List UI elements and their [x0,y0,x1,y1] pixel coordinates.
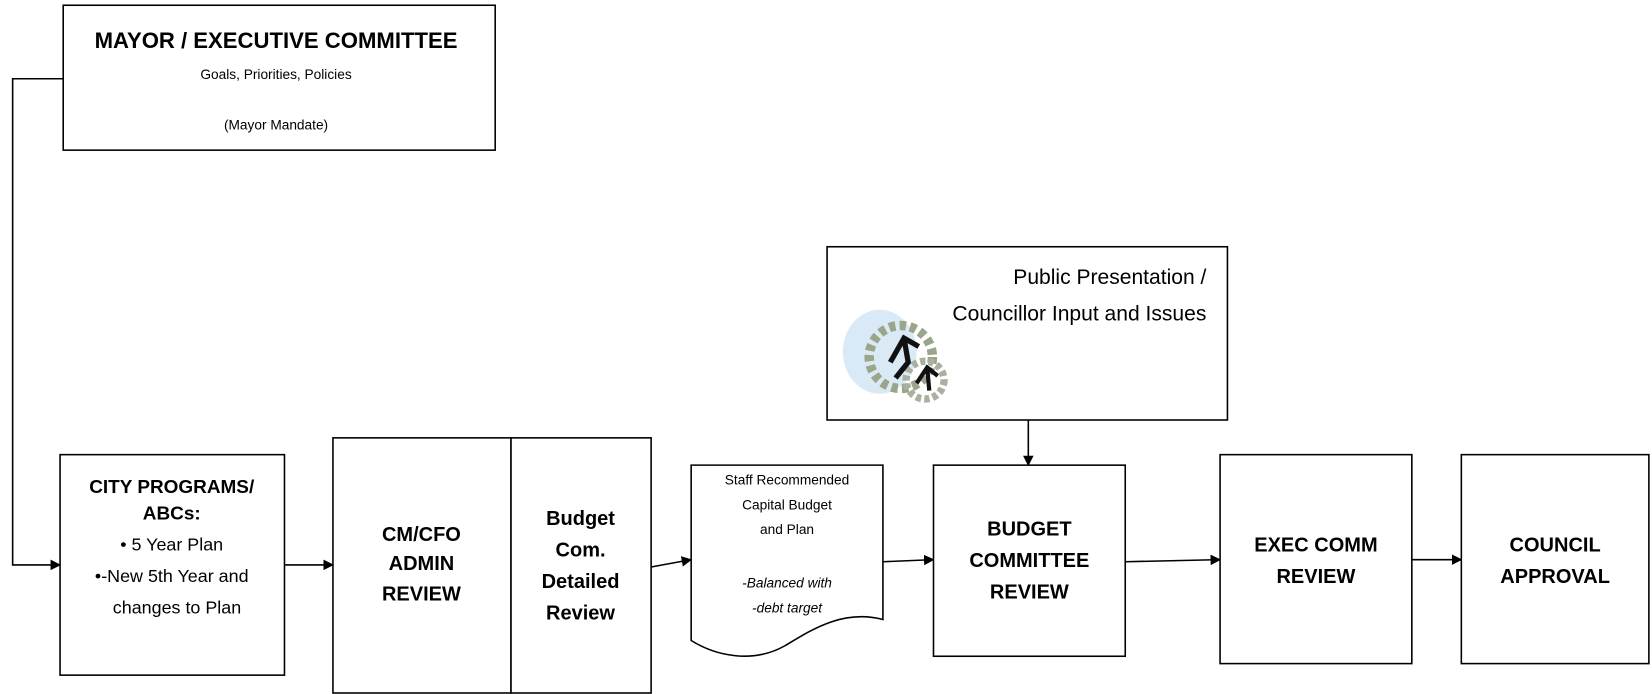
council-box [1460,453,1650,665]
node-text: Public Presentation / [1013,266,1206,289]
mayor-box [62,4,496,151]
connector [11,77,64,571]
node-title: ADMIN [389,553,455,575]
node-title: CITY PROGRAMS/ [89,477,255,498]
cmcfo-box [332,437,512,694]
connector [882,554,935,566]
node-title: Review [546,603,615,625]
node-title: MAYOR / EXECUTIVE COMMITTEE [95,28,458,53]
exec-box [1219,453,1413,665]
node-title: EXEC COMM [1254,534,1377,556]
node-title: Detailed [542,571,620,593]
node-text: Capital Budget [742,498,832,513]
node-title: REVIEW [1276,566,1355,588]
node-title: CM/CFO [382,524,461,546]
node-text: •-New 5th Year and [95,566,249,586]
node-title: ABCs: [143,504,201,525]
connector [1125,554,1222,566]
programs-box [59,453,286,676]
node-title: REVIEW [990,582,1069,604]
committee-box [932,464,1127,658]
node-text: Staff Recommended [725,473,849,488]
connector [650,556,693,568]
node-title: Com. [556,540,606,562]
node-text: and Plan [760,522,814,537]
node-text: • 5 Year Plan [120,535,223,555]
diagram-body: MAYOR / EXECUTIVE COMMITTEE Goals, Prior… [11,4,1650,694]
staff-document [690,464,884,657]
node-title: Budget [546,508,615,530]
budgetcom-box [510,437,652,694]
node-text: (Mayor Mandate) [224,118,328,133]
node-title: APPROVAL [1500,566,1610,588]
node-text: Goals, Priorities, Policies [200,67,351,82]
node-title: COUNCIL [1510,534,1601,556]
node-text: changes to Plan [113,598,241,618]
node-title: REVIEW [382,584,461,606]
gears-icon [842,309,948,403]
node-text: Councillor Input and Issues [952,303,1206,326]
node-text: -debt target [752,601,823,616]
node-title: BUDGET [987,519,1071,541]
node-title: COMMITTEE [969,550,1089,572]
node-text: -Balanced with [742,575,832,590]
